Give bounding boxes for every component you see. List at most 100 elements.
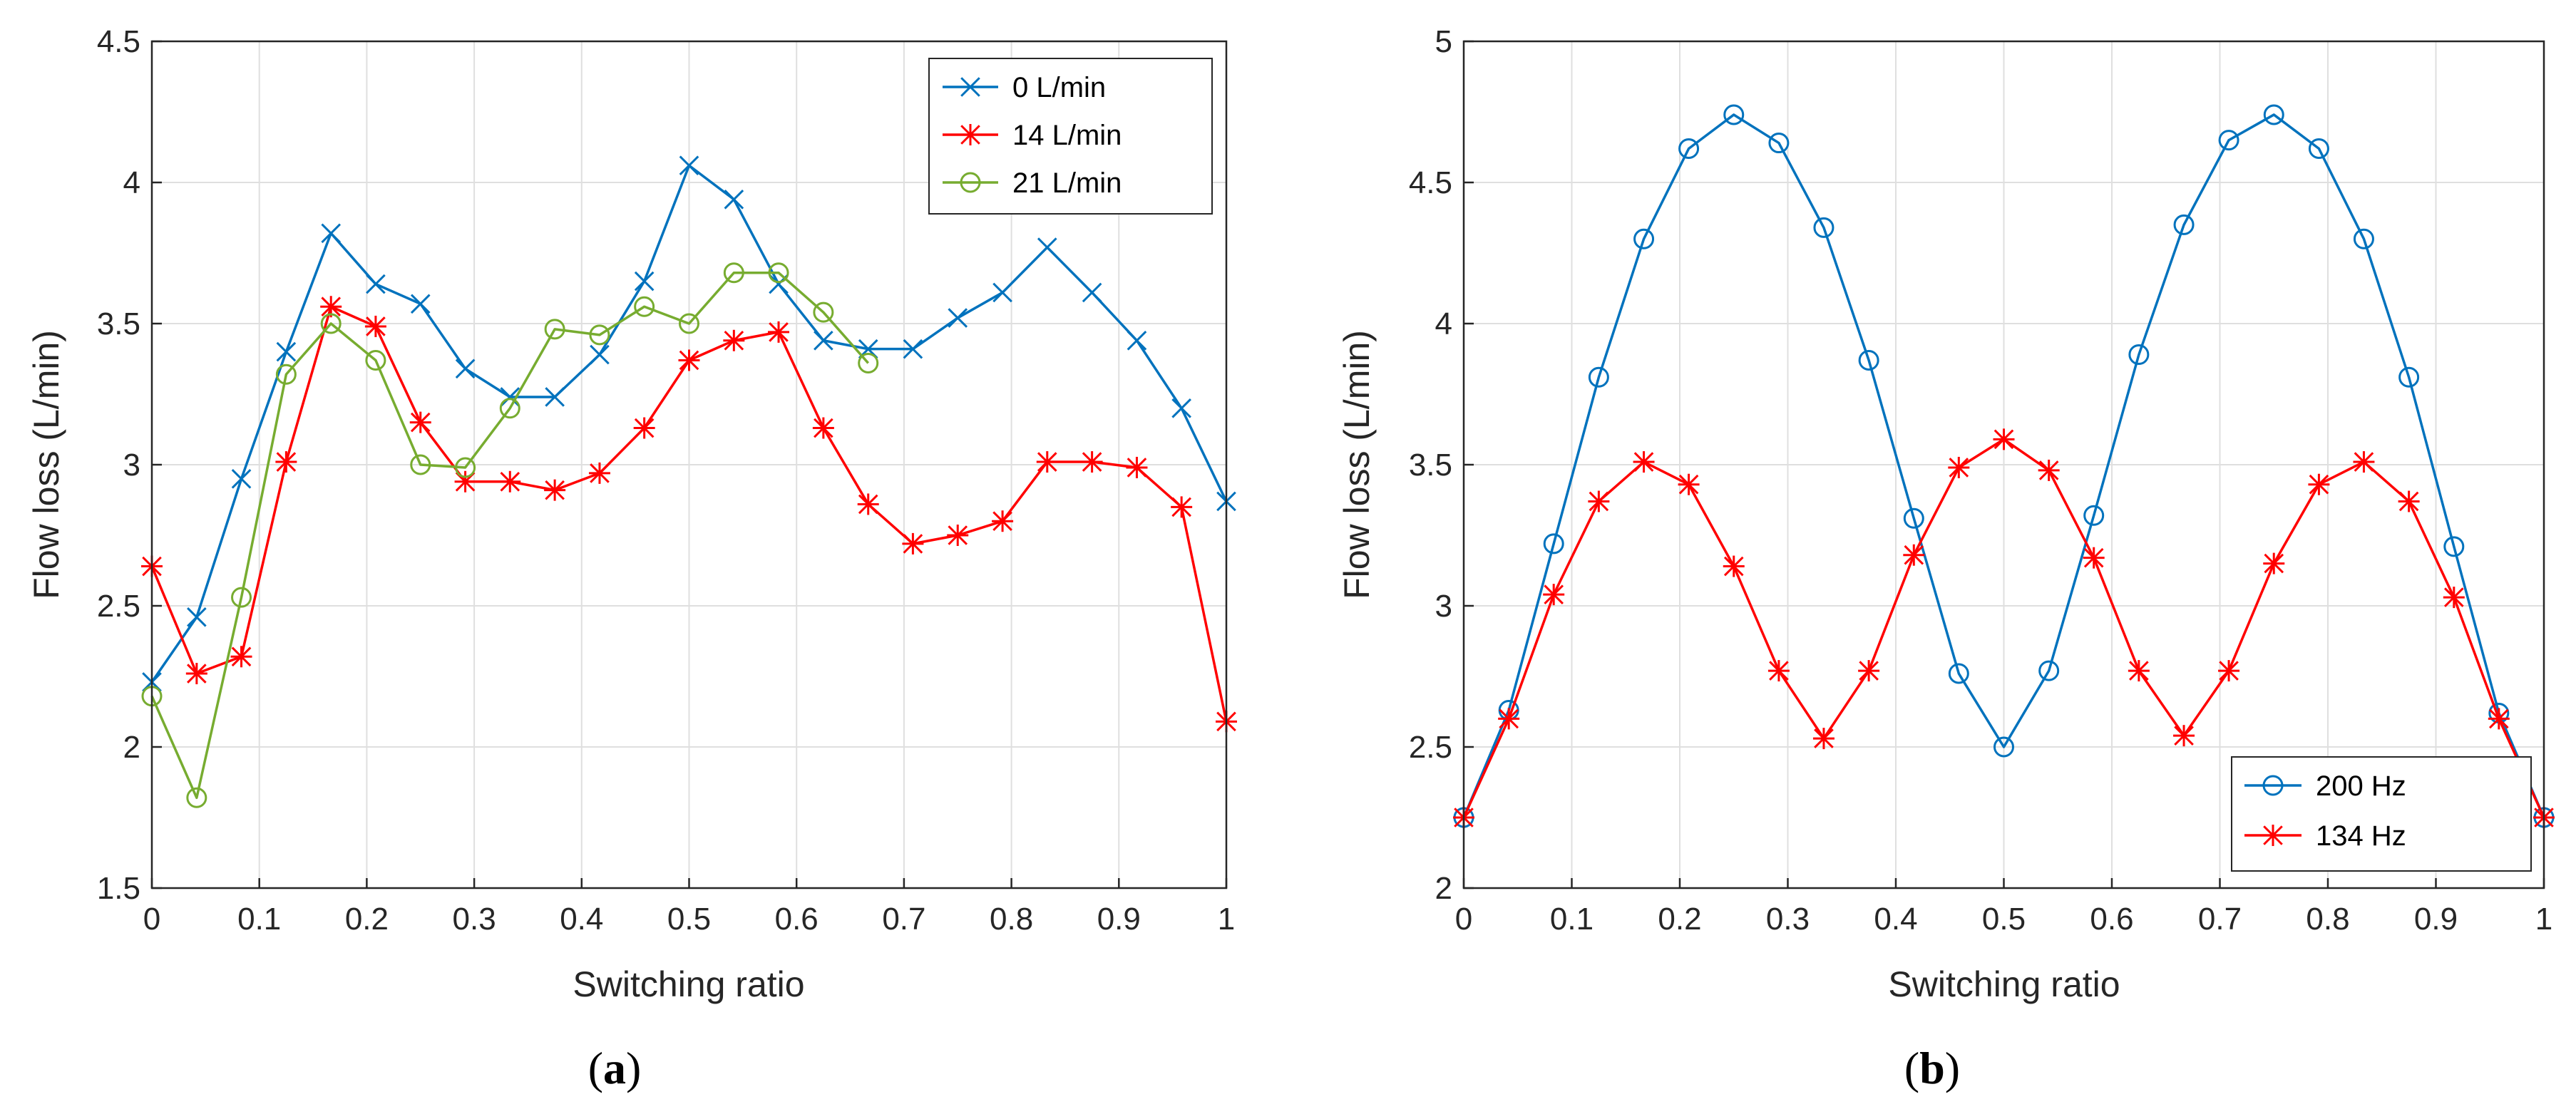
data-point: [1723, 555, 1745, 577]
data-point: [1812, 728, 1834, 750]
data-point: [857, 493, 879, 515]
legend-b: 200 Hz 134 Hz: [2231, 756, 2532, 872]
y-tick-label: 4.5: [1409, 165, 1452, 200]
x-tick-label: 0.4: [1874, 902, 1917, 937]
data-point: [2083, 505, 2105, 526]
data-point: [1171, 398, 1191, 418]
data-point: [1082, 282, 1102, 303]
data-point: [992, 282, 1012, 303]
data-point: [1768, 133, 1790, 154]
data-point: [366, 274, 386, 294]
y-axis-label-a: Flow loss (L/min): [26, 330, 66, 599]
data-point: [2038, 660, 2060, 681]
legend-marker: [960, 124, 981, 145]
x-tick-label: 0.1: [237, 902, 281, 937]
data-point: [1127, 330, 1147, 351]
yticks-a: 1.5 2 2.5 3 3.5 4 4.5: [97, 24, 162, 906]
data-point: [1858, 660, 1880, 682]
data-point: [1903, 507, 1924, 529]
data-point: [1767, 660, 1790, 682]
legend-label: 21 L/min: [1012, 167, 1122, 199]
y-tick-label: 2.5: [1409, 730, 1452, 765]
x-tick-label: 0.9: [2414, 902, 2458, 937]
data-point: [947, 525, 969, 546]
data-point: [1948, 663, 1969, 684]
data-point: [2488, 708, 2510, 730]
data-point: [545, 387, 565, 407]
data-point: [589, 324, 610, 346]
data-point: [812, 417, 834, 439]
x-tick-label: 1: [2535, 902, 2552, 937]
data-point: [230, 646, 252, 668]
data-point: [365, 349, 386, 371]
data-point: [1813, 217, 1834, 238]
data-point: [499, 398, 520, 419]
data-point: [768, 321, 790, 343]
data-point: [2398, 490, 2420, 512]
data-point: [2308, 138, 2329, 159]
data-point: [2173, 725, 2195, 747]
series-134-hz-b: [1453, 428, 2555, 828]
data-point: [992, 510, 1014, 532]
x-tick-label: 0.5: [667, 902, 711, 937]
x-axis-label-a: Switching ratio: [573, 964, 804, 1004]
data-point: [678, 349, 700, 371]
data-point: [185, 663, 207, 685]
legend-box-a: [928, 58, 1213, 215]
legend-box-b: [2231, 756, 2532, 872]
x-tick-label: 0: [143, 902, 160, 937]
y-tick-label: 3.5: [97, 306, 140, 341]
data-point: [768, 262, 789, 284]
y-tick-label: 4.5: [97, 24, 140, 59]
data-point: [1993, 736, 2014, 758]
panel-label-b: (b): [1904, 1043, 1960, 1093]
y-tick-label: 3: [1435, 589, 1452, 624]
y-tick-label: 5: [1435, 24, 1452, 59]
data-point: [1948, 456, 1970, 478]
panel-label-a: (a): [588, 1043, 642, 1093]
data-point: [1543, 533, 1564, 555]
data-point: [2263, 552, 2285, 574]
legend-item: 200 Hz: [2244, 770, 2406, 802]
data-point: [1036, 451, 1058, 473]
x-axis-label-b: Switching ratio: [1888, 964, 2120, 1004]
y-tick-label: 1.5: [97, 871, 140, 906]
xticks-b: 0 0.1 0.2 0.3 0.4 0.5 0.6 0.7 0.8 0.9 1: [1455, 878, 2552, 937]
data-point: [948, 308, 968, 328]
x-tick-label: 0.5: [1982, 902, 2026, 937]
data-point: [814, 330, 833, 351]
data-point: [2218, 660, 2240, 682]
data-point: [903, 339, 923, 359]
data-point: [2128, 344, 2150, 366]
x-tick-label: 0.7: [882, 902, 925, 937]
y-tick-label: 2: [1435, 871, 1452, 906]
data-point: [634, 271, 655, 292]
data-point: [2173, 214, 2195, 235]
y-tick-label: 4: [123, 165, 140, 200]
data-point: [1037, 237, 1057, 257]
data-point: [2083, 547, 2105, 569]
data-point: [321, 223, 342, 244]
y-tick-label: 3: [123, 448, 140, 483]
legend-label: 134 Hz: [2316, 820, 2406, 852]
data-point: [186, 787, 207, 808]
data-point: [2443, 536, 2465, 557]
panel-letter-a: a: [603, 1043, 626, 1093]
data-point: [1678, 473, 1700, 495]
panel-letter-b: b: [1919, 1043, 1945, 1093]
data-point: [588, 462, 610, 484]
legend-marker: [2262, 825, 2284, 846]
series-group-b: [1453, 104, 2555, 828]
legend-marker: [2262, 775, 2284, 796]
data-point: [2353, 228, 2374, 249]
legend-label: 0 L/min: [1012, 72, 1106, 103]
data-point: [1858, 349, 1879, 371]
x-tick-label: 0.8: [990, 902, 1033, 937]
data-point: [724, 189, 744, 210]
data-point: [455, 457, 476, 478]
x-tick-label: 0.2: [1658, 902, 1701, 937]
series-group-a: [141, 155, 1237, 808]
data-point: [1633, 228, 1655, 249]
xticks-a: 0 0.1 0.2 0.3 0.4 0.5 0.6 0.7 0.8 0.9 1: [143, 878, 1235, 937]
chart-b: 0 0.1 0.2 0.3 0.4 0.5 0.6 0.7 0.8 0.9 1 2 2.5 3 3.5 4 4…: [1337, 24, 2555, 1093]
